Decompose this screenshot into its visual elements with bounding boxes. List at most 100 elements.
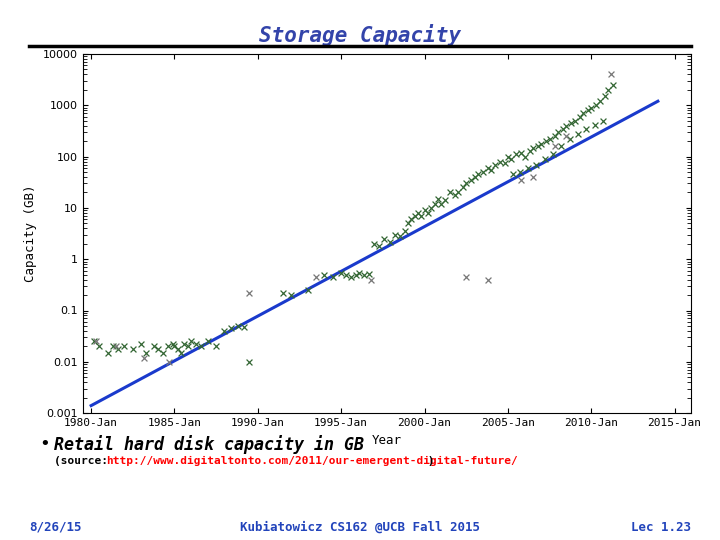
- Point: [544, 134, 555, 143]
- Point: [527, 173, 539, 181]
- Point: [179, 340, 190, 348]
- Point: [444, 188, 455, 197]
- Point: [565, 119, 577, 127]
- Point: [465, 176, 477, 184]
- Point: [190, 340, 202, 348]
- Point: [489, 160, 500, 169]
- Point: [477, 168, 489, 177]
- Point: [285, 291, 297, 299]
- Point: [590, 101, 602, 110]
- Point: [589, 120, 600, 129]
- Point: [436, 199, 447, 208]
- Point: [516, 148, 527, 157]
- Point: [225, 324, 237, 333]
- Text: Storage Capacity: Storage Capacity: [259, 24, 461, 46]
- Point: [327, 273, 338, 281]
- Point: [219, 327, 230, 335]
- Point: [569, 117, 580, 125]
- Point: [369, 239, 380, 248]
- Point: [182, 342, 194, 350]
- Point: [302, 286, 314, 294]
- Point: [549, 142, 560, 151]
- Point: [574, 112, 585, 121]
- Point: [119, 342, 130, 350]
- Point: [516, 176, 527, 184]
- Point: [527, 143, 539, 152]
- Point: [502, 152, 513, 161]
- Point: [460, 273, 472, 281]
- Point: [379, 234, 390, 243]
- Point: [210, 342, 222, 350]
- Point: [532, 142, 544, 151]
- Point: [405, 215, 417, 224]
- Point: [135, 340, 147, 348]
- Point: [163, 357, 175, 366]
- Point: [607, 80, 618, 89]
- Point: [602, 85, 613, 94]
- Point: [364, 269, 375, 278]
- Point: [531, 160, 542, 169]
- Point: [549, 132, 560, 140]
- Point: [582, 106, 593, 114]
- Text: •: •: [40, 435, 50, 453]
- Point: [432, 194, 444, 203]
- Point: [457, 183, 469, 192]
- Point: [469, 173, 480, 181]
- Point: [539, 154, 550, 163]
- Point: [162, 342, 174, 350]
- Point: [176, 348, 187, 357]
- Point: [560, 122, 572, 130]
- Point: [310, 273, 322, 281]
- Point: [564, 134, 575, 143]
- Point: [482, 275, 494, 284]
- Point: [460, 179, 472, 188]
- Point: [185, 337, 197, 346]
- Point: [585, 103, 597, 112]
- Point: [518, 152, 530, 161]
- Point: [409, 212, 420, 220]
- Point: [244, 288, 256, 297]
- Text: Kubiatowicz CS162 @UCB Fall 2015: Kubiatowicz CS162 @UCB Fall 2015: [240, 521, 480, 534]
- Point: [547, 150, 559, 159]
- Point: [560, 132, 572, 140]
- Point: [152, 345, 163, 353]
- Point: [389, 231, 400, 239]
- Point: [499, 159, 510, 167]
- Point: [346, 273, 357, 281]
- Point: [341, 271, 352, 279]
- Point: [599, 92, 611, 100]
- Point: [594, 97, 606, 105]
- Point: [522, 164, 534, 172]
- Point: [112, 345, 124, 353]
- Point: [110, 342, 122, 350]
- Y-axis label: Capacity (GB): Capacity (GB): [24, 185, 37, 282]
- Point: [374, 242, 385, 251]
- Point: [94, 342, 105, 350]
- Point: [555, 142, 567, 151]
- Point: [91, 337, 102, 346]
- Point: [419, 206, 431, 214]
- Point: [139, 353, 150, 362]
- Point: [336, 268, 347, 277]
- Point: [384, 237, 395, 246]
- Text: http://www.digitaltonto.com/2011/our-emergent-digital-future/: http://www.digitaltonto.com/2011/our-eme…: [107, 456, 518, 467]
- Point: [422, 208, 433, 217]
- Point: [239, 322, 251, 331]
- Text: ): ): [421, 456, 435, 467]
- Point: [149, 342, 161, 350]
- Point: [354, 268, 365, 277]
- Point: [89, 337, 100, 346]
- X-axis label: Year: Year: [372, 434, 402, 447]
- Point: [277, 288, 289, 297]
- Point: [523, 146, 535, 155]
- Point: [172, 345, 184, 353]
- Point: [412, 208, 423, 217]
- Point: [597, 117, 608, 125]
- Point: [426, 204, 437, 212]
- Point: [140, 348, 152, 357]
- Point: [195, 342, 207, 350]
- Point: [482, 164, 494, 172]
- Point: [202, 337, 214, 346]
- Text: 8/26/15: 8/26/15: [29, 521, 81, 534]
- Point: [167, 340, 179, 348]
